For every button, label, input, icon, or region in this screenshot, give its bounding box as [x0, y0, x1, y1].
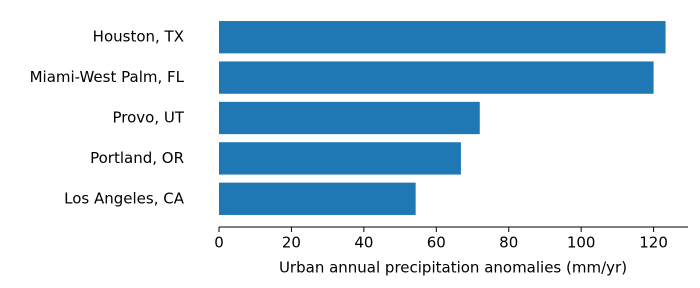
bar [219, 61, 654, 94]
x-tick-label: 0 [214, 234, 224, 252]
x-tick-label: 40 [354, 234, 373, 252]
x-tick-label: 120 [639, 234, 668, 252]
bar [219, 21, 666, 54]
x-tick-label: 100 [567, 234, 596, 252]
y-tick-label: Los Angeles, CA [64, 189, 185, 207]
bar [219, 101, 480, 135]
x-tick-label: 60 [427, 234, 446, 252]
x-tick-label: 20 [282, 234, 301, 252]
bar [219, 142, 461, 175]
bar [219, 182, 416, 215]
y-tick-label: Provo, UT [112, 109, 184, 127]
x-axis-label: Urban annual precipitation anomalies (mm… [279, 259, 627, 277]
x-tick-label: 80 [499, 234, 518, 252]
y-tick-label: Houston, TX [93, 28, 184, 46]
y-tick-label: Miami-West Palm, FL [30, 68, 185, 86]
y-tick-label: Portland, OR [90, 149, 184, 167]
